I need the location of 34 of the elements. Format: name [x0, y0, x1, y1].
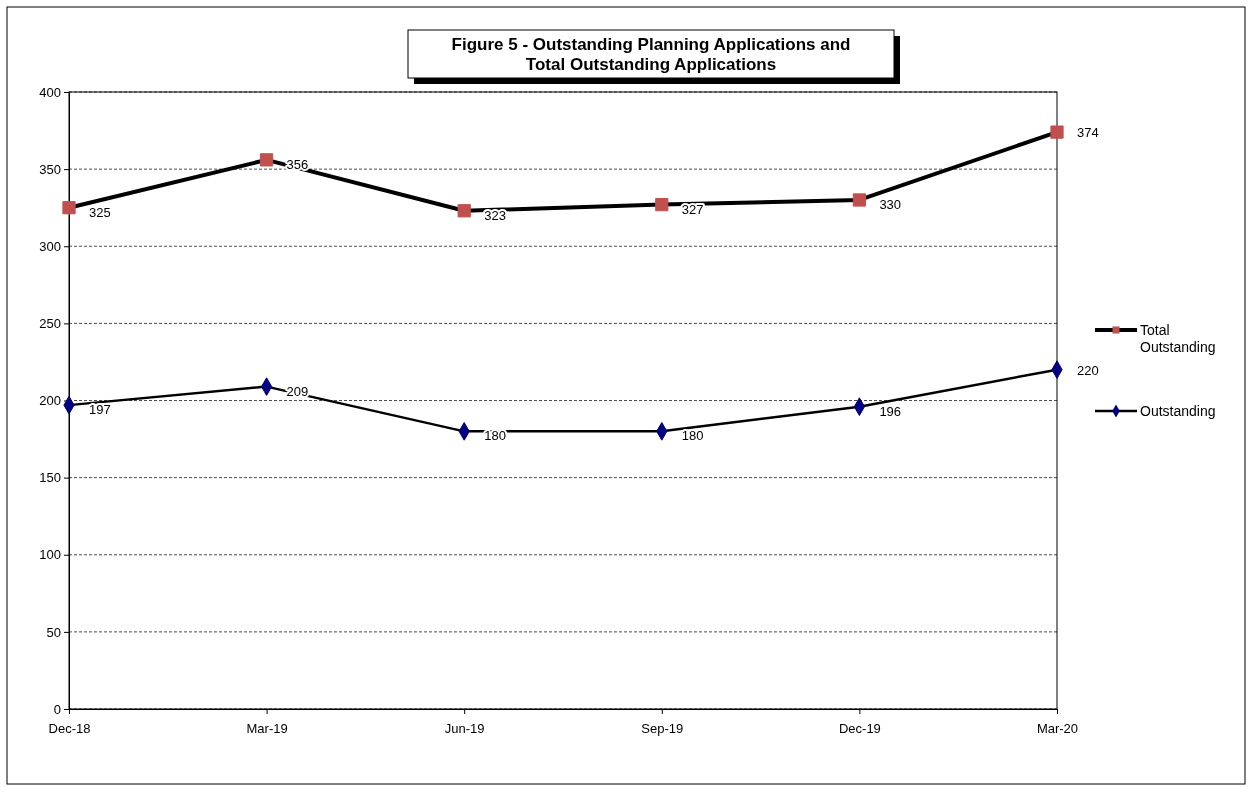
data-label: 196 [879, 403, 902, 419]
y-tick-label: 100 [39, 547, 61, 563]
x-tick-label: Mar-19 [246, 720, 288, 736]
y-tick-label: 400 [39, 84, 61, 100]
data-label: 323 [484, 207, 506, 223]
point [259, 153, 274, 167]
x-tick-label: Mar-20 [1036, 720, 1079, 736]
y-tick-label: 0 [53, 701, 61, 717]
x-tick-label: Dec-19 [838, 720, 881, 736]
y-tick-label: 350 [39, 161, 61, 177]
point [457, 204, 471, 218]
y-tick-label: 300 [39, 238, 61, 254]
data-label: 327 [681, 201, 704, 217]
data-label: 220 [1077, 362, 1099, 378]
y-tick-label: 50 [46, 624, 61, 640]
data-label: 180 [681, 428, 704, 444]
point [62, 201, 76, 215]
point [852, 193, 867, 207]
x-tick-label: Sep-19 [641, 720, 684, 736]
data-label: 325 [89, 204, 111, 220]
data-label: 330 [879, 196, 902, 212]
x-tick-label: Jun-19 [444, 720, 485, 736]
y-tick-label: 250 [39, 316, 61, 332]
y-tick-label: 200 [39, 393, 61, 409]
point [1050, 125, 1064, 139]
data-label: 180 [484, 428, 506, 444]
chart-title: Figure 5 - Outstanding Planning Applications and Total Outstanding Applications [451, 35, 851, 74]
legend-label: Outstanding [1140, 403, 1216, 419]
legend-label: Total Outstanding [1140, 322, 1216, 355]
y-tick-label: 150 [39, 470, 61, 486]
x-tick-label: Dec-18 [48, 720, 91, 736]
data-label: 197 [89, 402, 111, 418]
data-label: 374 [1077, 125, 1099, 141]
point [655, 197, 669, 212]
